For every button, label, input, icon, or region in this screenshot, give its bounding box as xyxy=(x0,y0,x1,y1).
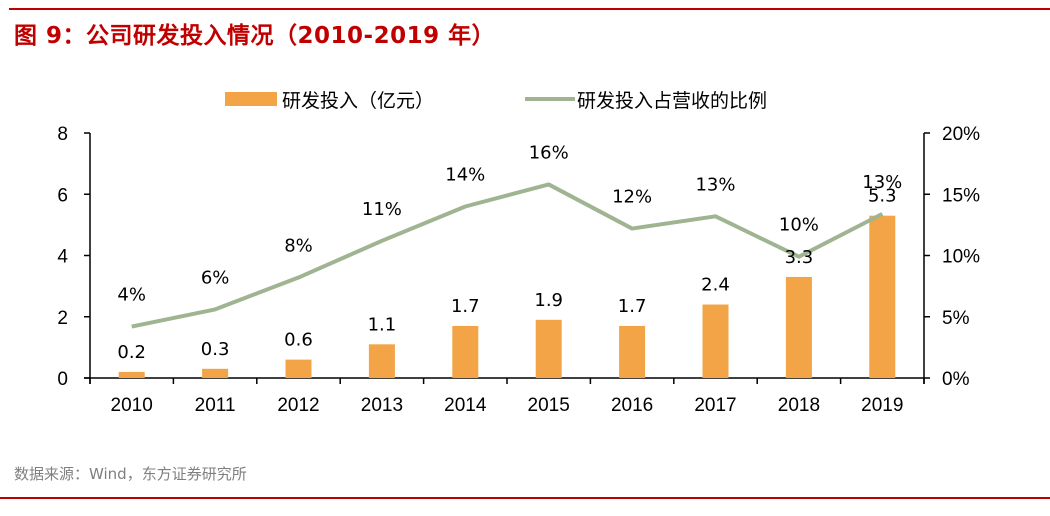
top-rule xyxy=(9,8,1050,10)
chart-title: 图 9：公司研发投入情况（2010-2019 年） xyxy=(14,23,496,49)
left-axis-tick-label: 2 xyxy=(57,308,68,329)
bar xyxy=(368,344,395,378)
bar xyxy=(535,319,562,378)
bar-value-label: 1.7 xyxy=(451,296,480,317)
ratio-value-label: 6% xyxy=(201,267,230,288)
x-axis-tick-label: 2015 xyxy=(528,395,570,416)
right-axis-tick-label: 10% xyxy=(942,247,980,268)
bar-value-label: 0.2 xyxy=(117,342,146,363)
ratio-value-label: 14% xyxy=(445,165,485,186)
ratio-value-label: 16% xyxy=(529,142,569,163)
bar xyxy=(118,371,145,378)
bar-value-label: 5.3 xyxy=(868,186,897,207)
left-axis-tick-label: 8 xyxy=(57,124,68,145)
x-axis-tick-label: 2019 xyxy=(861,395,903,416)
x-axis-tick-label: 2016 xyxy=(611,395,653,416)
right-axis-tick-label: 20% xyxy=(942,124,980,145)
bar xyxy=(785,276,812,378)
bar xyxy=(285,359,312,378)
legend-bar-swatch xyxy=(225,92,277,106)
x-axis-tick-label: 2011 xyxy=(195,395,236,416)
bar-value-label: 0.6 xyxy=(284,330,313,351)
ratio-value-label: 10% xyxy=(779,215,819,236)
bars xyxy=(118,215,896,378)
bar-value-label: 1.1 xyxy=(368,314,397,335)
x-axis-tick-label: 2014 xyxy=(444,395,487,416)
x-axis-tick-label: 2017 xyxy=(694,395,736,416)
legend-line-label: 研发投入占营收的比例 xyxy=(577,90,767,112)
bar-value-label: 2.4 xyxy=(701,275,730,296)
bar xyxy=(452,325,479,378)
legend: 研发投入（亿元） 研发投入占营收的比例 xyxy=(225,90,767,112)
x-axis-tick-label: 2013 xyxy=(361,395,403,416)
bar-value-label: 3.3 xyxy=(785,247,814,268)
ratio-line-path xyxy=(131,182,884,329)
x-axis-tick-label: 2018 xyxy=(778,395,820,416)
legend-bar-label: 研发投入（亿元） xyxy=(282,90,434,112)
bottom-rule xyxy=(0,497,1050,499)
ratio-line xyxy=(131,182,884,329)
bar-value-label: 1.9 xyxy=(534,290,563,311)
x-axis-tick-label: 2010 xyxy=(111,395,153,416)
bar xyxy=(619,325,646,378)
ratio-value-label: 13% xyxy=(695,174,735,195)
x-axis-tick-label: 2012 xyxy=(277,395,319,416)
bar xyxy=(202,368,229,378)
left-axis-tick-label: 0 xyxy=(57,369,68,390)
bar xyxy=(869,215,896,378)
left-axis-tick-label: 6 xyxy=(57,185,68,206)
ratio-value-label: 12% xyxy=(612,187,652,208)
ratio-value-label: 11% xyxy=(362,199,402,220)
right-axis-tick-label: 0% xyxy=(942,369,970,390)
ratio-value-label: 4% xyxy=(117,285,146,306)
left-axis-tick-label: 4 xyxy=(57,247,68,268)
bar xyxy=(702,304,729,378)
ratio-value-label: 13% xyxy=(862,172,902,193)
data-labels: 0.2 0.3 0.6 1.1 1.7 1.9 1.7 2.4 3.3 5.3 4% 6% 8% 11% 1… xyxy=(117,142,902,362)
bar-value-label: 0.3 xyxy=(201,339,230,360)
bar-value-label: 1.7 xyxy=(618,296,647,317)
right-axis-tick-label: 15% xyxy=(942,185,980,206)
right-axis-tick-label: 5% xyxy=(942,308,970,329)
ratio-value-label: 8% xyxy=(284,236,313,257)
source-note: 数据来源：Wind，东方证券研究所 xyxy=(14,465,247,483)
axes: 0 2 4 6 8 0% 5% 10% 15% 20% 2010 2011 2012 2013 2014 20… xyxy=(57,124,980,416)
